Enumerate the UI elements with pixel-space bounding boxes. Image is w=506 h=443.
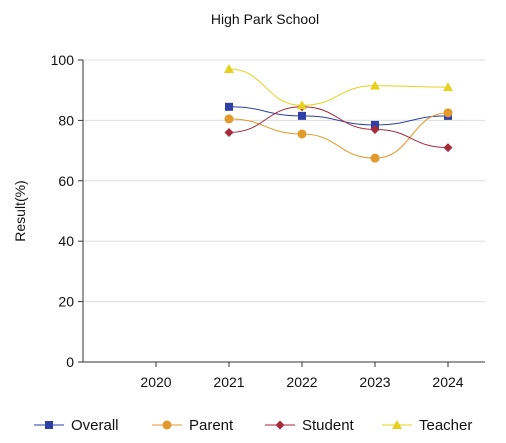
data-point-student — [443, 143, 453, 153]
series-parent — [224, 108, 453, 163]
legend-marker-teacher — [392, 420, 402, 429]
data-point-overall — [371, 120, 379, 129]
series-overall — [225, 102, 452, 129]
series-line-student — [228, 106, 449, 149]
data-point-parent — [224, 114, 234, 124]
x-tick-label: 2021 — [213, 374, 244, 390]
x-tick-label: 2024 — [432, 374, 463, 390]
data-point-parent — [370, 153, 380, 163]
series-group — [224, 64, 453, 163]
data-point-teacher — [370, 80, 380, 90]
axes: 0 20 40 60 80 100 2020 2021 2022 2023 2024 — [51, 52, 485, 390]
data-point-parent — [443, 108, 453, 118]
legend-marker-student — [275, 420, 285, 430]
data-point-teacher — [297, 100, 307, 110]
legend-item-student: Student — [265, 417, 355, 434]
y-axis-label: Result(%) — [12, 180, 28, 241]
legend-item-parent: Parent — [152, 417, 234, 434]
data-point-teacher — [443, 82, 453, 92]
legend-label-overall: Overall — [71, 417, 119, 434]
legend-marker-overall — [45, 421, 53, 429]
legend-label-parent: Parent — [189, 417, 234, 434]
grid-lines — [83, 59, 485, 303]
legend-label-teacher: Teacher — [419, 417, 472, 434]
series-line-overall — [228, 106, 449, 126]
data-point-overall — [298, 111, 306, 120]
legend-item-teacher: Teacher — [382, 417, 472, 434]
series-line-parent — [228, 112, 449, 159]
y-tick-label: 80 — [58, 112, 74, 128]
series-line-teacher — [228, 68, 449, 106]
legend-marker-parent — [162, 420, 172, 430]
data-point-overall — [225, 102, 233, 111]
data-point-teacher — [224, 64, 234, 74]
y-tick-label: 20 — [58, 294, 74, 310]
legend-item-overall: Overall — [34, 417, 119, 434]
legend-label-student: Student — [302, 417, 355, 434]
x-tick-label: 2020 — [140, 374, 171, 390]
x-tick-label: 2022 — [286, 374, 317, 390]
chart-title: High Park School — [211, 11, 319, 27]
y-tick-label: 100 — [51, 52, 75, 68]
series-teacher — [224, 64, 453, 110]
x-tick-label: 2023 — [359, 374, 390, 390]
y-tick-label: 40 — [58, 233, 74, 249]
data-point-parent — [297, 129, 307, 139]
legend: Overall Parent Student Teacher — [34, 417, 472, 434]
data-point-student — [224, 127, 234, 137]
y-tick-label: 60 — [58, 173, 74, 189]
y-tick-label: 0 — [66, 354, 74, 370]
data-point-student — [370, 124, 380, 134]
